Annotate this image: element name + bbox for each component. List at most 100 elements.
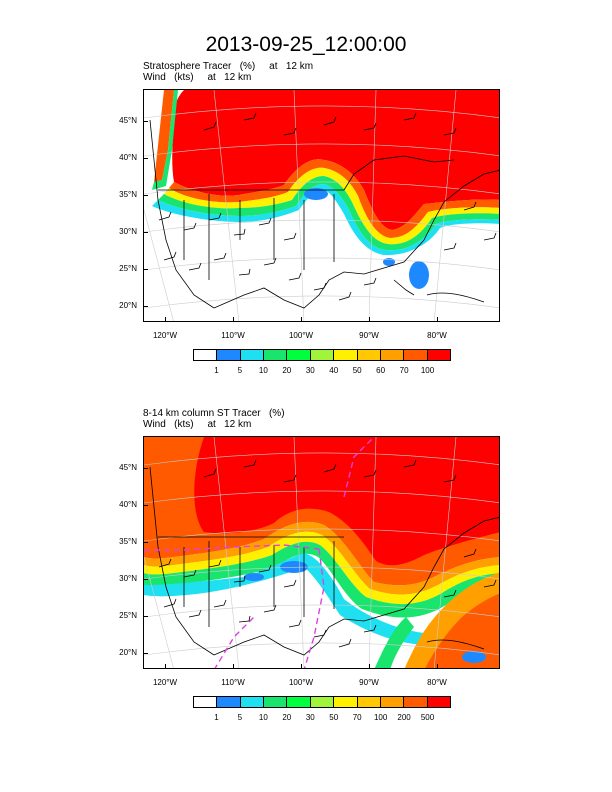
lon-label: 80°W [427, 331, 447, 340]
column-lightorange-band [144, 521, 499, 595]
colorbar-label: 1 [214, 366, 219, 375]
colorbar-label: 60 [376, 366, 386, 375]
column-green-band [144, 541, 499, 618]
colorbar-label: 70 [399, 366, 409, 375]
lon-tick [233, 664, 234, 669]
colorbar-swatch [310, 697, 335, 707]
lat-tick [143, 121, 148, 122]
colorbar-swatch [194, 697, 218, 707]
magenta-contour [144, 437, 375, 668]
colorbar-swatch [240, 350, 265, 360]
wind-barbs [158, 112, 497, 301]
tracer-plume-edge [152, 90, 178, 190]
lon-label: 110°W [221, 331, 245, 340]
lon-tick [437, 317, 438, 322]
colorbar-swatch [404, 697, 428, 707]
tracer-cyan-band [152, 184, 499, 256]
colorbar-swatch [380, 350, 405, 360]
colorbar-label: 500 [420, 713, 435, 722]
lat-tick [143, 653, 148, 654]
lon-label: 90°W [359, 331, 379, 340]
coastlines [149, 466, 499, 656]
panel2-subtitle-wind: Wind (kts) at 12 km [143, 419, 252, 430]
colorbar-swatch [287, 697, 311, 707]
tracer-yellow-band [164, 167, 499, 245]
coastlines [149, 119, 499, 309]
colorbar-label: 20 [282, 713, 292, 722]
map-title: 2013-09-25_12:00:00 [205, 33, 407, 56]
colorbar-label: 20 [282, 366, 292, 375]
lon-tick [301, 664, 302, 669]
panel1-colorbar [193, 349, 451, 361]
colorbar-label: 70 [352, 713, 362, 722]
colorbar-swatch [357, 697, 381, 707]
lon-tick [233, 317, 234, 322]
tracer-high-region [172, 90, 499, 230]
column-red-core [194, 437, 499, 566]
lat-tick [143, 505, 148, 506]
column-blue-patch [244, 573, 264, 581]
lat-label: 40°N [119, 153, 137, 162]
panel2-map [143, 436, 500, 669]
panel1-subtitle-tracer: Stratosphere Tracer (%) at 12 km [143, 61, 314, 72]
colorbar-swatch [310, 350, 335, 360]
colorbar-swatch [287, 350, 311, 360]
column-se-green [374, 617, 414, 668]
wind-barbs [158, 459, 497, 648]
tracer-blue-patch [304, 188, 328, 200]
lon-label: 80°W [427, 678, 447, 687]
colorbar-label: 30 [305, 366, 315, 375]
lat-tick [143, 579, 148, 580]
colorbar-label: 5 [237, 366, 243, 375]
lon-tick [369, 664, 370, 669]
lat-label: 45°N [119, 116, 137, 125]
colorbar-swatch [357, 350, 381, 360]
lat-tick [143, 306, 148, 307]
colorbar-label: 200 [397, 713, 411, 722]
graticule [144, 437, 499, 668]
colorbar-label: 1 [214, 713, 219, 722]
colorbar-swatch [194, 350, 218, 360]
colorbar-swatch [334, 697, 358, 707]
lat-label: 30°N [119, 227, 137, 236]
lat-tick [143, 468, 148, 469]
lat-tick [143, 195, 148, 196]
tracer-green-band [158, 176, 499, 251]
colorbar-swatch [380, 697, 405, 707]
column-se-plume-core [425, 593, 499, 668]
lon-label: 110°W [221, 678, 245, 687]
panel2-colorbar [193, 696, 451, 708]
colorbar-label: 50 [352, 366, 362, 375]
lat-label: 25°N [119, 611, 137, 620]
lat-tick [143, 542, 148, 543]
lat-label: 20°N [119, 301, 137, 310]
lat-tick [143, 269, 148, 270]
tracer-blue-patch [409, 261, 429, 289]
colorbar-swatch [427, 350, 450, 360]
lon-tick [165, 664, 166, 669]
lon-tick [301, 317, 302, 322]
lat-label: 40°N [119, 500, 137, 509]
colorbar-label: 10 [258, 366, 268, 375]
colorbar-label: 5 [237, 713, 243, 722]
lat-label: 45°N [119, 463, 137, 472]
panel2-subtitle-tracer: 8-14 km column ST Tracer (%) [143, 408, 285, 419]
tracer-plume [154, 90, 174, 182]
panel1-map-graphic [144, 90, 499, 321]
lat-label: 35°N [119, 190, 137, 199]
colorbar-label: 50 [329, 713, 339, 722]
colorbar-label: 100 [420, 366, 435, 375]
lon-tick [165, 317, 166, 322]
colorbar-swatch [427, 697, 450, 707]
colorbar-label: 40 [329, 366, 339, 375]
tracer-orange-band [169, 159, 499, 238]
colorbar-swatch [217, 350, 241, 360]
lon-label: 90°W [359, 678, 379, 687]
colorbar-swatch [217, 697, 241, 707]
lat-tick [143, 158, 148, 159]
lat-label: 30°N [119, 574, 137, 583]
colorbar-swatch [264, 350, 288, 360]
lon-tick [437, 664, 438, 669]
lon-label: 100°W [288, 678, 314, 687]
panel2-map-graphic [144, 437, 499, 668]
